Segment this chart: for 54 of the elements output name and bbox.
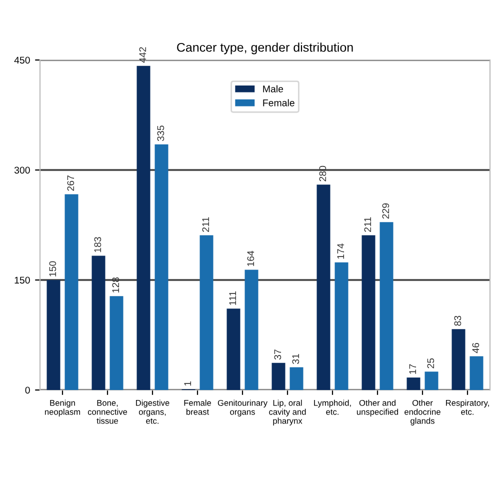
data-label: 37 — [274, 350, 282, 360]
data-label: 442 — [139, 47, 146, 63]
data-label: 150 — [49, 261, 56, 276]
data-label: 164 — [247, 250, 254, 266]
bar — [136, 66, 150, 390]
data-label: 25 — [427, 358, 434, 368]
bar — [110, 296, 124, 390]
data-label: 267 — [67, 176, 74, 191]
bar — [406, 378, 420, 390]
data-label: 111 — [229, 291, 236, 305]
data-label: 211 — [364, 217, 372, 232]
x-tick-label: Lymphoid, etc. — [314, 400, 351, 415]
bar — [154, 144, 168, 390]
data-label: 17 — [409, 364, 416, 374]
bar — [424, 372, 438, 390]
bar — [272, 362, 286, 390]
data-label: 31 — [292, 354, 300, 364]
data-label: 211 — [202, 217, 210, 232]
y-tick-label: 300 — [14, 166, 30, 174]
x-tick-label: Other endocrine glands — [404, 400, 440, 426]
data-label: 174 — [337, 244, 344, 259]
data-label: 335 — [157, 126, 164, 142]
bar — [244, 270, 258, 390]
x-tick-label: Other and unspecified — [356, 400, 398, 416]
y-tick-label: 0 — [25, 386, 30, 394]
bar — [290, 367, 304, 390]
x-tick-label: Female breast — [184, 400, 212, 415]
bar — [470, 356, 484, 390]
bar — [226, 308, 240, 390]
bar — [200, 235, 214, 390]
data-label: 1 — [184, 381, 192, 386]
x-tick-label: Genitourinary organs — [218, 400, 268, 416]
data-label: 183 — [94, 237, 102, 252]
data-label: 229 — [382, 203, 390, 219]
x-tick-label: Bone, connective tissue — [88, 400, 128, 424]
bar — [452, 329, 466, 390]
bar — [64, 194, 78, 390]
y-tick-label: 150 — [14, 276, 30, 284]
x-tick-label: Lip, oral cavity and pharynx — [269, 400, 306, 426]
chart-title: Cancer type, gender distribution — [177, 42, 353, 54]
y-tick-label: 450 — [14, 56, 30, 64]
bar — [316, 184, 330, 390]
legend-label: Female — [263, 99, 294, 106]
data-label: 83 — [454, 316, 462, 326]
bar — [380, 222, 394, 390]
x-tick-label: Benign neoplasm — [44, 400, 80, 416]
data-label: 46 — [472, 342, 480, 354]
x-tick-label: Respiratory, etc. — [446, 400, 489, 415]
bar — [362, 235, 376, 390]
legend-label: Male — [263, 85, 284, 92]
bar — [334, 262, 348, 390]
bar — [46, 280, 60, 390]
x-tick-label: Digestive organs, etc. — [136, 400, 170, 424]
bar — [92, 256, 106, 390]
